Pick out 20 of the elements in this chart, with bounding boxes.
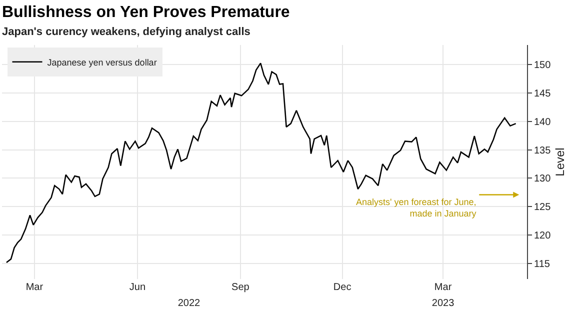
x-tick-label: Mar [26, 282, 44, 293]
y-tick-label: 140 [534, 116, 552, 128]
legend-label: Japanese yen versus dollar [47, 57, 157, 68]
y-axis-title: Level [553, 148, 567, 176]
y-tick-label: 135 [534, 145, 552, 156]
x-tick-label: Dec [333, 282, 352, 293]
y-tick-label: 115 [534, 259, 550, 270]
x2-tick-label: 2022 [178, 298, 200, 309]
y-tick-label: 130 [534, 174, 552, 185]
y-tick-label: 120 [534, 230, 552, 242]
x-tick-label: Sep [232, 282, 250, 293]
chart-subtitle: Japan's curency weakens, defying analyst calls [2, 26, 250, 38]
y-tick-label: 145 [534, 88, 552, 100]
x2-tick-label: 2023 [432, 298, 455, 309]
x-tick-label: Mar [434, 282, 452, 293]
annotation: Analysts' yen foreast for June, made in January [356, 197, 477, 219]
chart-title: Bullishness on Yen Proves Premature [2, 4, 290, 21]
y-tick-label: 150 [534, 60, 552, 71]
y-tick-label: 125 [534, 202, 552, 214]
x-tick-label: Jun [129, 282, 146, 293]
